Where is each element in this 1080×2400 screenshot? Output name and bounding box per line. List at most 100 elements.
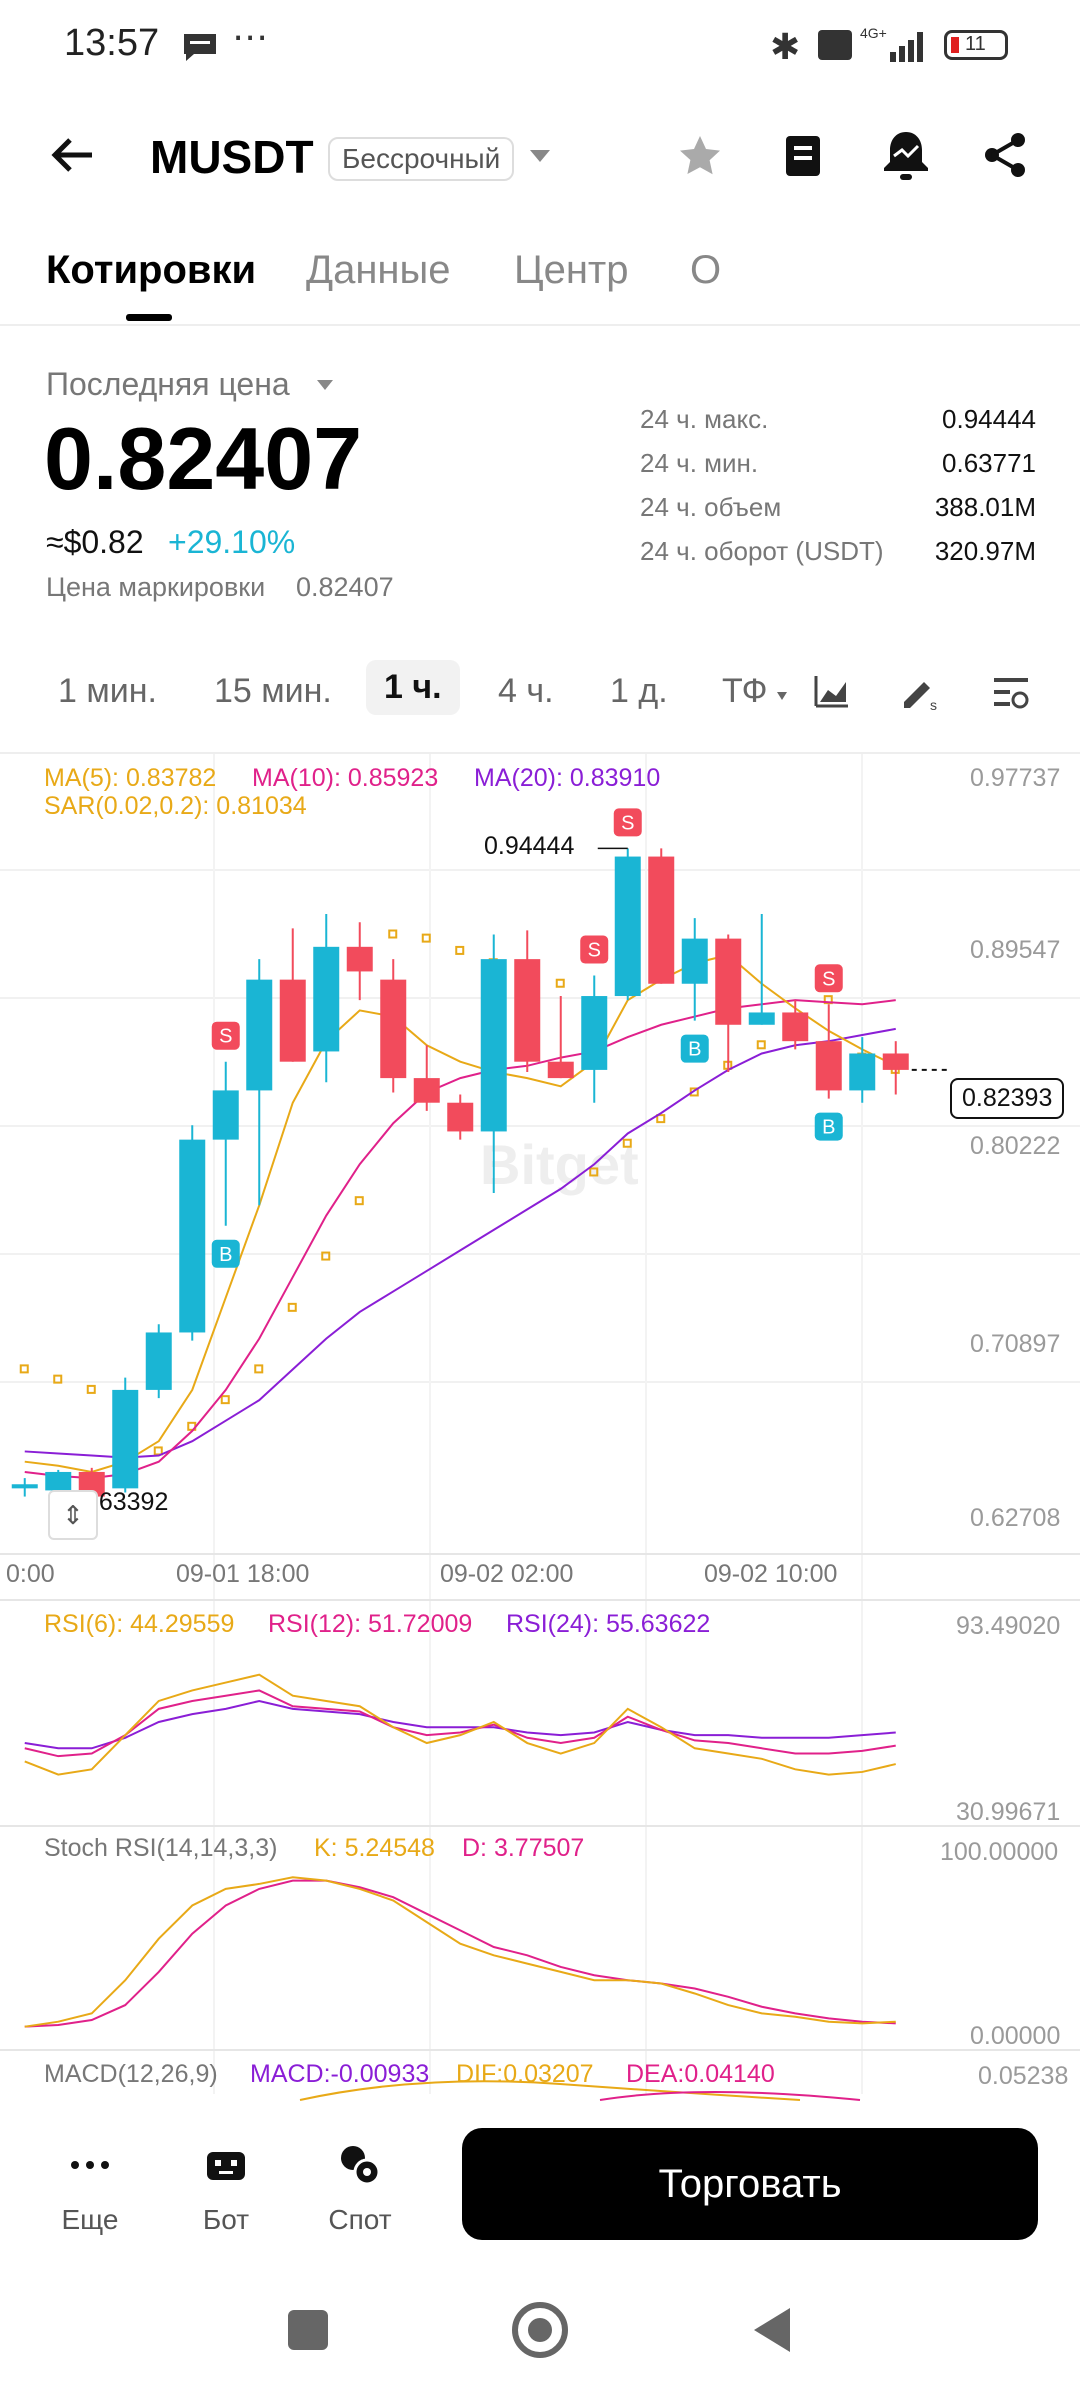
stat-turnover-value: 320.97M bbox=[934, 536, 1036, 566]
bot-label: Бот bbox=[202, 2204, 250, 2235]
sar-dot bbox=[19, 1364, 29, 1374]
more-button[interactable]: Еще bbox=[30, 2140, 150, 2236]
candle-body bbox=[648, 856, 675, 984]
candle-body bbox=[45, 1471, 72, 1491]
interval-15m[interactable]: 15 мин. bbox=[214, 672, 332, 710]
candle-body bbox=[882, 1053, 909, 1070]
signal-icon: 4G+ bbox=[860, 24, 930, 69]
rsi12-line bbox=[24, 1689, 896, 1758]
order-book-icon[interactable] bbox=[780, 132, 826, 185]
price-axis-tick: 0.80222 bbox=[970, 1132, 1061, 1160]
interval-1h[interactable]: 1 ч. bbox=[366, 660, 460, 715]
stat-turnover-label: 24 ч. оборот (USDT) bbox=[640, 536, 884, 566]
sar-dot bbox=[455, 945, 465, 955]
battery-level: 11 bbox=[965, 33, 986, 55]
candle-body bbox=[849, 1053, 876, 1091]
trade-markers: S S S S B B B bbox=[211, 808, 948, 1268]
sell-marker bbox=[814, 964, 843, 993]
sar-dot bbox=[153, 1446, 163, 1456]
last-price-dropdown-icon[interactable] bbox=[316, 378, 334, 396]
candle-body bbox=[346, 946, 373, 972]
stat-high-value: 0.94444 bbox=[942, 404, 1036, 434]
ma5-legend: MA(5): 0.83782 bbox=[44, 764, 217, 792]
favorite-star-icon[interactable] bbox=[676, 132, 724, 185]
volte-icon bbox=[818, 30, 852, 60]
spot-coins-icon bbox=[300, 2140, 420, 2196]
candle-body bbox=[748, 1012, 775, 1025]
scroll-to-latest-icon[interactable]: ⇕ bbox=[48, 1490, 98, 1540]
indicator-settings-icon[interactable] bbox=[990, 672, 1032, 717]
candle-body bbox=[11, 1484, 38, 1489]
ma10-line bbox=[24, 999, 896, 1480]
bluetooth-icon: ✱ bbox=[770, 26, 801, 67]
rsi6-legend: RSI(6): 44.29559 bbox=[44, 1610, 235, 1638]
nav-recents-button[interactable] bbox=[288, 2310, 328, 2350]
trade-button[interactable]: Торговать bbox=[462, 2128, 1038, 2240]
robot-icon bbox=[166, 2140, 286, 2196]
dea-line bbox=[599, 2091, 861, 2101]
symbol-dropdown-icon[interactable] bbox=[528, 148, 552, 169]
current-price-tag: 0.82393 bbox=[950, 1078, 1065, 1119]
candle-body bbox=[179, 1139, 206, 1333]
price-axis-tick: 0.89547 bbox=[970, 936, 1061, 964]
price-axis-tick: 0.70897 bbox=[970, 1330, 1061, 1358]
message-icon bbox=[182, 32, 218, 67]
interval-4h[interactable]: 4 ч. bbox=[498, 672, 554, 710]
time-axis-tick: 0:00 bbox=[6, 1560, 55, 1588]
tab-data[interactable]: Данные bbox=[306, 248, 451, 292]
spot-button[interactable]: Спот bbox=[300, 2140, 420, 2236]
battery-icon: 11 bbox=[944, 30, 1008, 60]
candle-body bbox=[212, 1090, 239, 1140]
symbol-title[interactable]: MUSDT bbox=[150, 131, 314, 183]
sar-dot bbox=[622, 1138, 632, 1148]
timeframe-dropdown-icon[interactable] bbox=[776, 688, 788, 706]
rsi12-legend: RSI(12): 51.72009 bbox=[268, 1610, 473, 1638]
ma5-line bbox=[24, 953, 897, 1473]
last-price-label[interactable]: Последняя цена bbox=[46, 366, 290, 402]
candle-body bbox=[715, 938, 742, 1025]
sar-dot bbox=[86, 1384, 96, 1394]
nav-home-button[interactable] bbox=[512, 2302, 568, 2358]
sar-dot bbox=[254, 1364, 264, 1374]
tab-about[interactable]: О bbox=[690, 248, 722, 292]
back-button[interactable] bbox=[48, 130, 98, 185]
rsi24-line bbox=[24, 1699, 896, 1750]
interval-1m[interactable]: 1 мин. bbox=[58, 672, 157, 710]
candle-body bbox=[815, 1041, 842, 1091]
candle-body bbox=[380, 979, 407, 1079]
macd-lines bbox=[299, 2080, 861, 2101]
candle-body bbox=[145, 1332, 172, 1390]
bot-button[interactable]: Бот bbox=[166, 2140, 286, 2236]
sar-dot bbox=[388, 929, 398, 939]
candlestick-chart[interactable]: Bitget S S S S B B B bbox=[0, 754, 1080, 2104]
stoch-d-legend: D: 3.77507 bbox=[462, 1834, 585, 1862]
sar-dot bbox=[321, 1251, 331, 1261]
chart-type-icon[interactable] bbox=[812, 672, 852, 717]
more-notifications-icon: ⋯ bbox=[232, 16, 268, 57]
sar-dot bbox=[53, 1374, 63, 1384]
tab-center[interactable]: Центр bbox=[514, 248, 629, 292]
stoch-legend: Stoch RSI(14,14,3,3) bbox=[44, 1834, 278, 1862]
rsi24-legend: RSI(24): 55.63622 bbox=[506, 1610, 711, 1638]
drawing-tools-icon[interactable]: s bbox=[898, 672, 942, 717]
stoch-axis-min: 0.00000 bbox=[970, 2022, 1061, 2050]
interval-1d[interactable]: 1 д. bbox=[610, 672, 668, 710]
price-alert-icon[interactable] bbox=[880, 128, 932, 187]
nav-back-button[interactable] bbox=[752, 2306, 792, 2359]
candle-body bbox=[279, 979, 306, 1062]
high-price-label: 0.94444 bbox=[484, 832, 575, 860]
macd-value-legend: MACD:-0.00933 bbox=[250, 2060, 430, 2088]
interval-timeframe[interactable]: ТФ bbox=[722, 672, 768, 710]
rsi-axis-min: 30.99671 bbox=[956, 1798, 1061, 1826]
ma20-line bbox=[24, 1027, 896, 1459]
stat-low-value: 0.63771 bbox=[942, 448, 1036, 478]
sell-marker-label: S bbox=[219, 1026, 232, 1048]
macd-legend: MACD(12,26,9) bbox=[44, 2060, 218, 2088]
candle-body bbox=[782, 1012, 809, 1042]
more-label: Еще bbox=[61, 2204, 119, 2235]
candle-body bbox=[514, 959, 541, 1062]
share-icon[interactable] bbox=[980, 130, 1030, 185]
stat-high-label: 24 ч. макс. bbox=[640, 404, 769, 434]
tab-quotes[interactable]: Котировки bbox=[46, 248, 257, 292]
rsi6-line bbox=[24, 1673, 896, 1776]
